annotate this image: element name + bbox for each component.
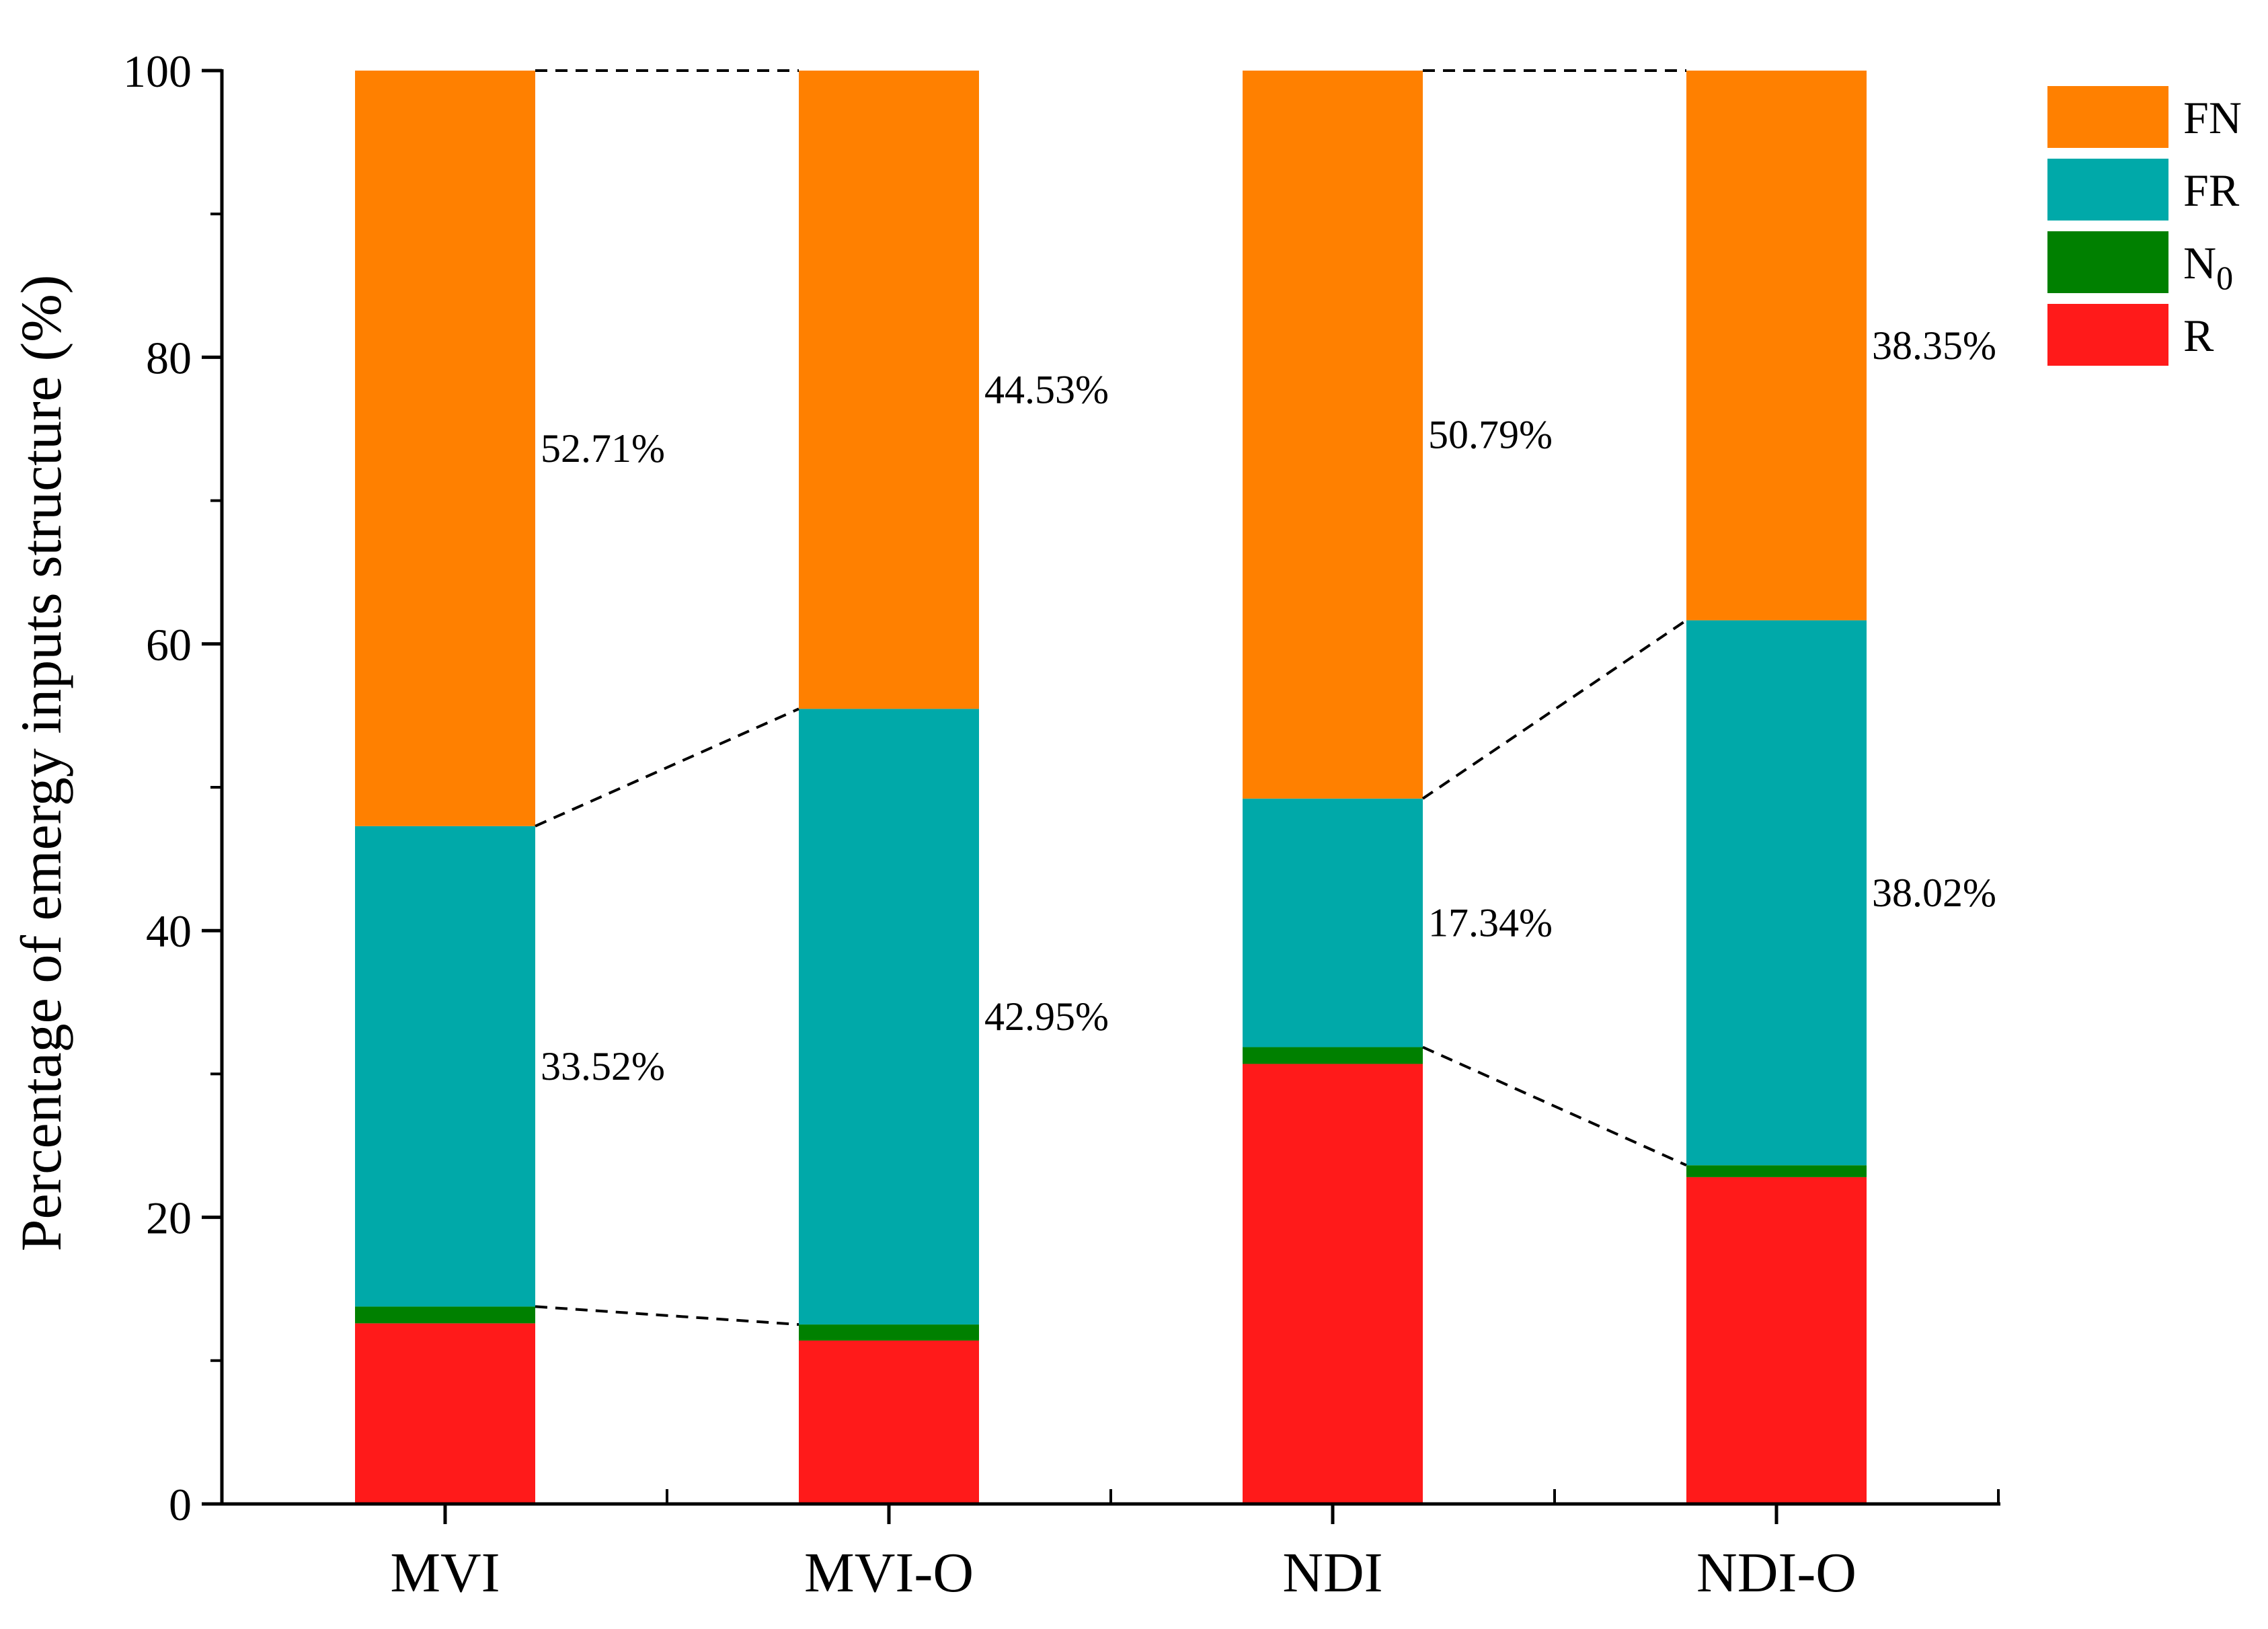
legend-label-r: R <box>2183 310 2214 361</box>
bar-mvi-o-fr <box>799 709 979 1325</box>
y-tick-label: 60 <box>146 619 192 670</box>
y-tick-label: 40 <box>146 906 192 957</box>
y-tick-label: 100 <box>123 46 192 97</box>
bar-ndi-o-fr <box>1686 620 1867 1166</box>
data-label-fr-mvi: 33.52% <box>541 1044 665 1088</box>
legend-label-fr: FR <box>2183 165 2240 216</box>
bar-mvi-o-r <box>799 1340 979 1504</box>
legend-swatch-n0 <box>2047 231 2168 293</box>
connector-n0-top-ndi <box>1422 1045 1687 1167</box>
legend-swatch-fn <box>2047 86 2168 148</box>
bar-ndi-fr <box>1243 798 1423 1047</box>
legend-swatch-r <box>2047 304 2168 366</box>
bar-mvi-fr <box>355 826 535 1307</box>
data-label-fr-mvi-o: 42.95% <box>984 994 1109 1039</box>
axes-group: 0 20 40 60 80 100 MVI MVI-O NDI NDI-O <box>123 46 2000 1604</box>
bar-ndi-fn <box>1243 71 1423 799</box>
x-tick-label: MVI <box>390 1542 500 1604</box>
legend-label-fn: FN <box>2183 92 2242 143</box>
y-tick-label: 0 <box>169 1479 192 1530</box>
bars-group <box>355 71 1867 1504</box>
bar-ndi-o-n0 <box>1686 1165 1867 1177</box>
connectors-group <box>535 69 1688 1326</box>
y-axis-label: Percentage of emergy inputs structure (%… <box>9 275 73 1252</box>
y-tick-label: 80 <box>146 332 192 383</box>
data-label-fr-ndi-o: 38.02% <box>1872 871 1996 915</box>
connector-fr-top-mvi <box>535 707 799 828</box>
bar-ndi-o-fn <box>1686 71 1867 621</box>
bar-mvi-o-fn <box>799 71 979 709</box>
legend-label-subscript: 0 <box>2216 259 2233 296</box>
bar-ndi-o-r <box>1686 1177 1867 1504</box>
data-label-fn-mvi: 52.71% <box>541 426 665 471</box>
bar-mvi-fn <box>355 71 535 826</box>
connector-n0-top-mvi <box>535 1305 799 1326</box>
legend-label-n0: N0 <box>2183 237 2233 296</box>
bar-ndi-n0 <box>1243 1047 1423 1064</box>
data-label-fn-ndi-o: 38.35% <box>1872 323 1996 368</box>
x-tick-label: MVI-O <box>804 1542 974 1604</box>
y-tick-label: 20 <box>146 1193 192 1244</box>
bar-mvi-r <box>355 1323 535 1504</box>
x-tick-label: NDI <box>1282 1542 1382 1604</box>
data-labels-group: 33.52% 42.95% 17.34% 38.02% 52.71% 44.53% 50.7… <box>541 323 1996 1088</box>
data-label-fr-ndi: 17.34% <box>1428 901 1553 945</box>
data-label-fn-ndi: 50.79% <box>1428 412 1553 456</box>
bar-ndi-r <box>1243 1064 1423 1504</box>
x-tick-label: NDI-O <box>1696 1542 1856 1604</box>
legend: FN FR N0 R <box>2047 86 2242 366</box>
bar-mvi-n0 <box>355 1306 535 1324</box>
data-label-fn-mvi-o: 44.53% <box>984 368 1109 412</box>
bar-mvi-o-n0 <box>799 1324 979 1341</box>
legend-swatch-fr <box>2047 159 2168 221</box>
connector-fr-top-ndi <box>1421 619 1688 800</box>
